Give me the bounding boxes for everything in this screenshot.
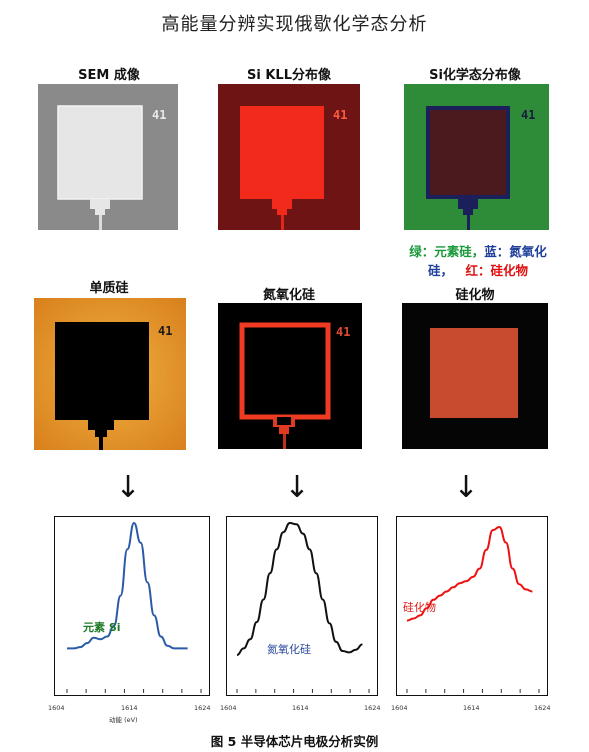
x-tick: 1614 — [121, 704, 138, 712]
legend-red: 红：硅化物 — [465, 263, 529, 278]
spectrum-2-svg — [236, 521, 370, 693]
elem-label: 单质硅 — [89, 281, 129, 296]
chip-number: 41 — [336, 325, 351, 339]
elem-chip-shape — [34, 298, 186, 450]
chip-number: 41 — [158, 324, 173, 338]
down-arrow-icon: ↓ — [453, 470, 479, 505]
x-tick: 1614 — [292, 704, 309, 712]
nitride-image: 41 — [218, 303, 362, 449]
spectrum-plot-1: 元素 Si — [54, 516, 210, 696]
sem-chip-shape — [38, 84, 178, 230]
spectrum-line-2 — [236, 521, 363, 656]
x-axis-label: 动能 (eV) — [109, 716, 138, 724]
legend-green: 绿：元素硅， — [409, 244, 485, 259]
spectrum-plot-3: 硅化物 — [396, 516, 548, 696]
x-tick: 1624 — [534, 704, 551, 712]
down-arrow-icon: ↓ — [115, 470, 141, 505]
nitride-label: 氮氧化硅 — [262, 288, 315, 303]
legend-blue-2: 硅， — [427, 263, 453, 278]
chem-label: Si化学态分布像 — [429, 68, 521, 83]
x-tick: 1614 — [463, 704, 480, 712]
spectrum-plot-2: 氮氧化硅 — [226, 516, 378, 696]
chip-number: 41 — [333, 108, 348, 122]
spectrum-3-svg — [406, 525, 540, 693]
x-tick: 1604 — [48, 704, 65, 712]
x-tick: 1604 — [220, 704, 237, 712]
sem-label: SEM 成像 — [78, 68, 140, 83]
silicide-label: 硅化物 — [455, 288, 495, 303]
down-arrow-icon: ↓ — [284, 470, 310, 505]
chem-image: 41 — [404, 84, 549, 230]
plot3-label: 硅化物 — [403, 601, 436, 614]
figure-title: 高能量分辨实现俄歇化学态分析 — [161, 14, 428, 35]
legend-blue-1: 蓝：氮氧化 — [484, 244, 547, 259]
sem-image: 41 — [38, 84, 178, 230]
spectrum-line-3 — [406, 525, 533, 622]
plot1-label: 元素 Si — [83, 621, 121, 634]
x-tick: 1604 — [391, 704, 408, 712]
figure-caption: 图 5 半导体芯片电极分析实例 — [210, 734, 379, 749]
spectrum-line-1 — [66, 521, 188, 650]
chip-number: 41 — [521, 108, 536, 122]
color-legend: 绿：元素硅，蓝：氮氧化 硅， 红：硅化物 — [378, 242, 578, 280]
silicide-chip-shape — [402, 303, 548, 449]
chem-chip-shape — [404, 84, 549, 230]
x-tick: 1624 — [364, 704, 381, 712]
x-tick: 1624 — [194, 704, 211, 712]
kll-image: 41 — [218, 84, 360, 230]
silicide-image — [402, 303, 548, 449]
spectrum-1-svg — [66, 521, 202, 693]
plot2-label: 氮氧化硅 — [267, 643, 311, 656]
nitride-chip-shape — [218, 303, 362, 449]
elem-image: 41 — [34, 298, 186, 450]
chip-number: 41 — [152, 108, 167, 122]
kll-chip-shape — [218, 84, 360, 230]
kll-label: Si KLL分布像 — [247, 68, 331, 83]
